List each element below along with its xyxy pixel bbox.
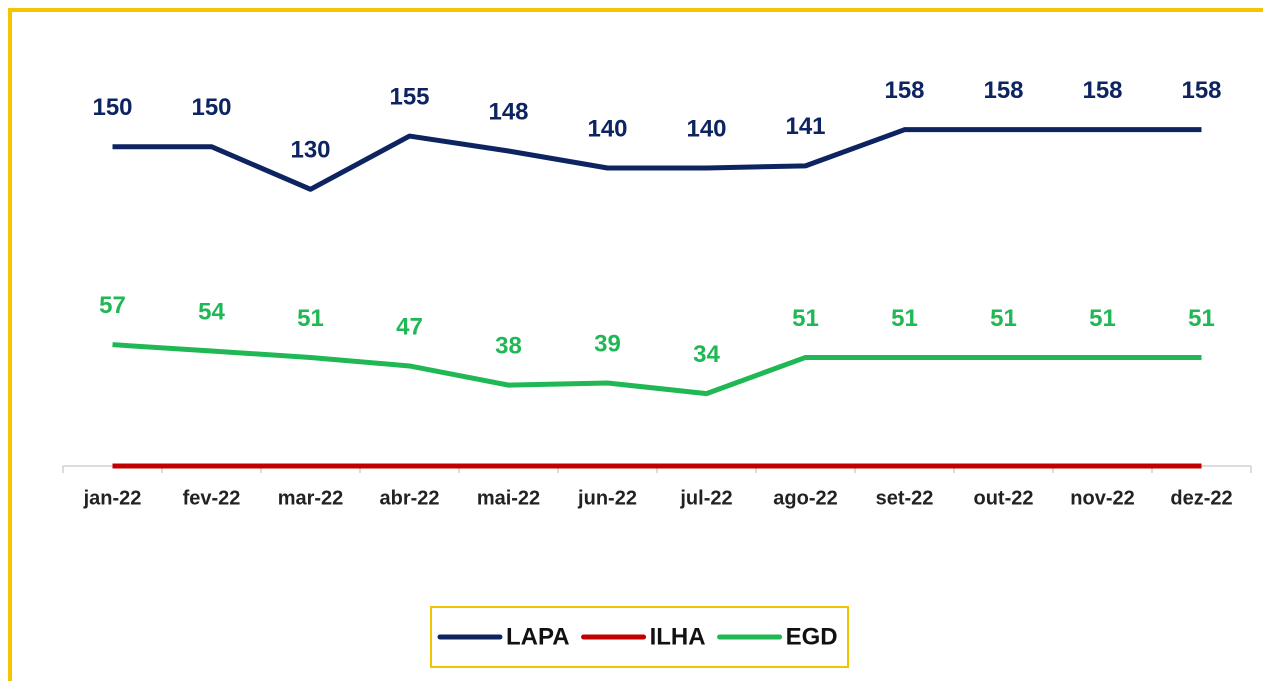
data-label: 130	[290, 137, 330, 164]
data-label: 141	[785, 113, 825, 140]
frame	[8, 8, 1263, 681]
data-label: 51	[1089, 305, 1116, 332]
data-label: 140	[587, 115, 627, 142]
data-label: 155	[389, 83, 429, 110]
data-label: 148	[488, 98, 528, 125]
legend-label: LAPA	[506, 623, 570, 650]
x-tick-label: dez-22	[1170, 487, 1232, 509]
x-tick-label: jun-22	[577, 487, 637, 509]
x-tick-label: abr-22	[379, 487, 439, 509]
series-line	[112, 127, 1202, 192]
data-label: 51	[297, 305, 324, 332]
data-label: 140	[686, 115, 726, 142]
x-tick-label: fev-22	[183, 487, 241, 509]
x-tick-label: jul-22	[679, 487, 732, 509]
data-label: 150	[92, 94, 132, 121]
data-label: 38	[495, 332, 522, 359]
series-line	[112, 342, 1202, 397]
legend-label: ILHA	[650, 623, 706, 650]
data-label: 51	[792, 305, 819, 332]
data-label: 34	[693, 341, 720, 368]
x-tick-label: out-22	[974, 487, 1034, 509]
data-label: 158	[884, 77, 924, 104]
data-label: 54	[198, 298, 225, 325]
legend-label: EGD	[786, 623, 838, 650]
x-tick-label: mai-22	[477, 487, 540, 509]
data-label: 158	[983, 77, 1023, 104]
data-label: 51	[891, 305, 918, 332]
data-label: 51	[990, 305, 1017, 332]
x-tick-label: ago-22	[773, 487, 837, 509]
data-label: 158	[1082, 77, 1122, 104]
data-label: 150	[191, 94, 231, 121]
data-label: 47	[396, 313, 423, 340]
data-label: 39	[594, 330, 621, 357]
data-label: 57	[99, 292, 126, 319]
x-tick-label: mar-22	[278, 487, 344, 509]
x-tick-label: nov-22	[1070, 487, 1134, 509]
data-label: 51	[1188, 305, 1215, 332]
x-tick-label: set-22	[876, 487, 934, 509]
data-label: 158	[1181, 77, 1221, 104]
x-tick-label: jan-22	[83, 487, 142, 509]
